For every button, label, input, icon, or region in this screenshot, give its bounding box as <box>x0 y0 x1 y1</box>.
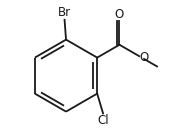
Text: Cl: Cl <box>97 114 109 127</box>
Text: Br: Br <box>58 6 71 19</box>
Text: O: O <box>140 51 149 64</box>
Text: O: O <box>115 8 124 21</box>
